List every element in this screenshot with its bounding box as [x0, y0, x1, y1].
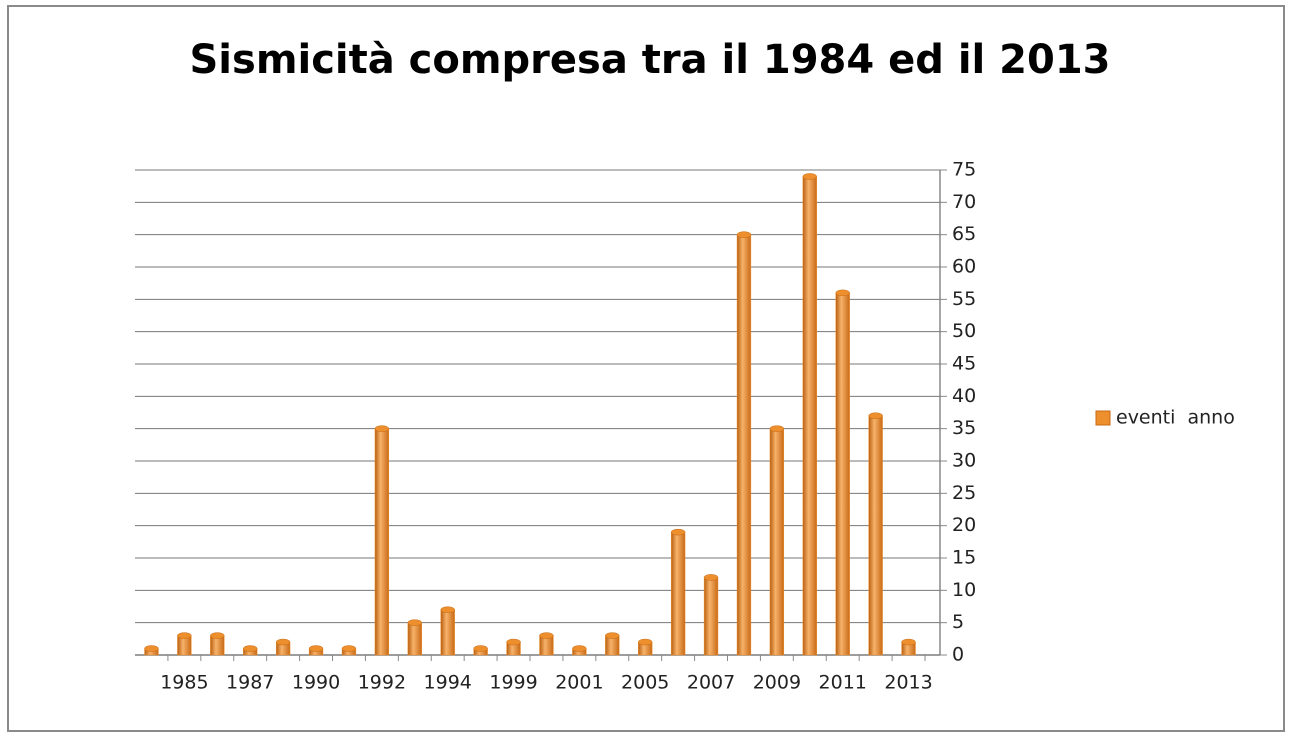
bar — [144, 645, 159, 656]
chart-title: Sismicità compresa tra il 1984 ed il 201… — [190, 37, 1111, 83]
bar — [374, 425, 390, 656]
chart-frame — [7, 5, 1285, 732]
y-tick-label: 70 — [952, 191, 976, 213]
x-tick-label: 2013 — [884, 672, 932, 694]
x-tick-label: 1994 — [424, 672, 472, 694]
bar — [506, 638, 521, 656]
bar — [638, 638, 653, 656]
bar — [473, 645, 488, 656]
bar — [605, 632, 620, 656]
y-tick-label: 50 — [952, 320, 976, 342]
y-tick-label: 75 — [952, 159, 976, 181]
y-tick-label: 25 — [952, 482, 976, 504]
bar — [308, 645, 324, 656]
x-tick-label: 2011 — [819, 672, 867, 694]
bar — [868, 412, 883, 656]
y-tick-label: 10 — [952, 579, 976, 601]
x-tick-label: 1999 — [489, 672, 537, 694]
x-tick-label: 1987 — [226, 672, 274, 694]
y-tick-label: 30 — [952, 450, 976, 472]
bar — [407, 619, 422, 656]
y-tick-label: 45 — [952, 353, 976, 375]
y-tick-label: 65 — [952, 223, 976, 245]
bar — [736, 231, 752, 656]
y-tick-label: 0 — [952, 644, 964, 666]
y-tick-label: 40 — [952, 385, 976, 407]
bar — [440, 606, 455, 656]
y-tick-label: 55 — [952, 288, 976, 310]
bar — [670, 528, 686, 656]
bar — [572, 645, 587, 656]
x-tick-label: 2009 — [753, 672, 801, 694]
legend-swatch — [1095, 410, 1111, 426]
bar — [275, 638, 291, 656]
bar — [901, 638, 916, 656]
x-tick-label: 1985 — [160, 672, 208, 694]
bar — [243, 645, 258, 656]
bar — [341, 645, 357, 656]
y-tick-label: 15 — [952, 547, 976, 569]
bar — [539, 632, 554, 656]
bar — [769, 425, 785, 656]
x-tick-label: 2001 — [555, 672, 603, 694]
x-tick-label: 2005 — [621, 672, 669, 694]
y-tick-label: 60 — [952, 256, 976, 278]
bar — [835, 289, 850, 656]
bar — [177, 632, 192, 656]
bar — [703, 574, 719, 656]
y-tick-label: 35 — [952, 417, 976, 439]
bar — [802, 173, 817, 656]
x-tick-label: 1992 — [358, 672, 406, 694]
legend-label: eventi anno — [1116, 407, 1235, 429]
y-tick-label: 5 — [952, 611, 964, 633]
x-tick-label: 1990 — [292, 672, 340, 694]
x-tick-label: 2007 — [687, 672, 735, 694]
y-tick-label: 20 — [952, 514, 976, 536]
bar — [210, 632, 225, 656]
